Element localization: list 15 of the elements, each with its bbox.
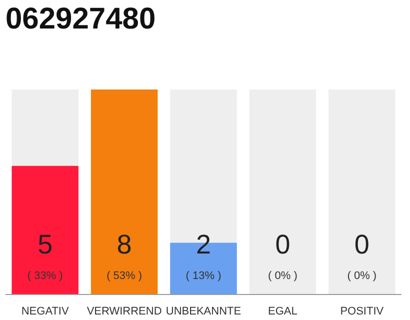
x-tick-label: UNBEKANNTE bbox=[166, 306, 242, 318]
x-tick-label: EGAL bbox=[268, 306, 298, 318]
chart-title: 062927480 bbox=[6, 2, 156, 36]
data-label: 0 bbox=[275, 230, 290, 260]
annotation: ( 0% ) bbox=[347, 270, 377, 282]
x-tick-label: NEGATIV bbox=[21, 306, 70, 318]
data-label: 8 bbox=[116, 230, 132, 260]
annotation: ( 33% ) bbox=[27, 270, 63, 282]
annotation: ( 13% ) bbox=[186, 270, 222, 282]
x-tick-label: VERWIRREND bbox=[86, 306, 162, 318]
x-tick-label: POSITIV bbox=[340, 306, 384, 318]
annotation: ( 0% ) bbox=[268, 270, 298, 282]
annotation: ( 53% ) bbox=[106, 270, 142, 282]
data-label: 0 bbox=[354, 230, 370, 260]
data-label: 5 bbox=[38, 230, 53, 260]
